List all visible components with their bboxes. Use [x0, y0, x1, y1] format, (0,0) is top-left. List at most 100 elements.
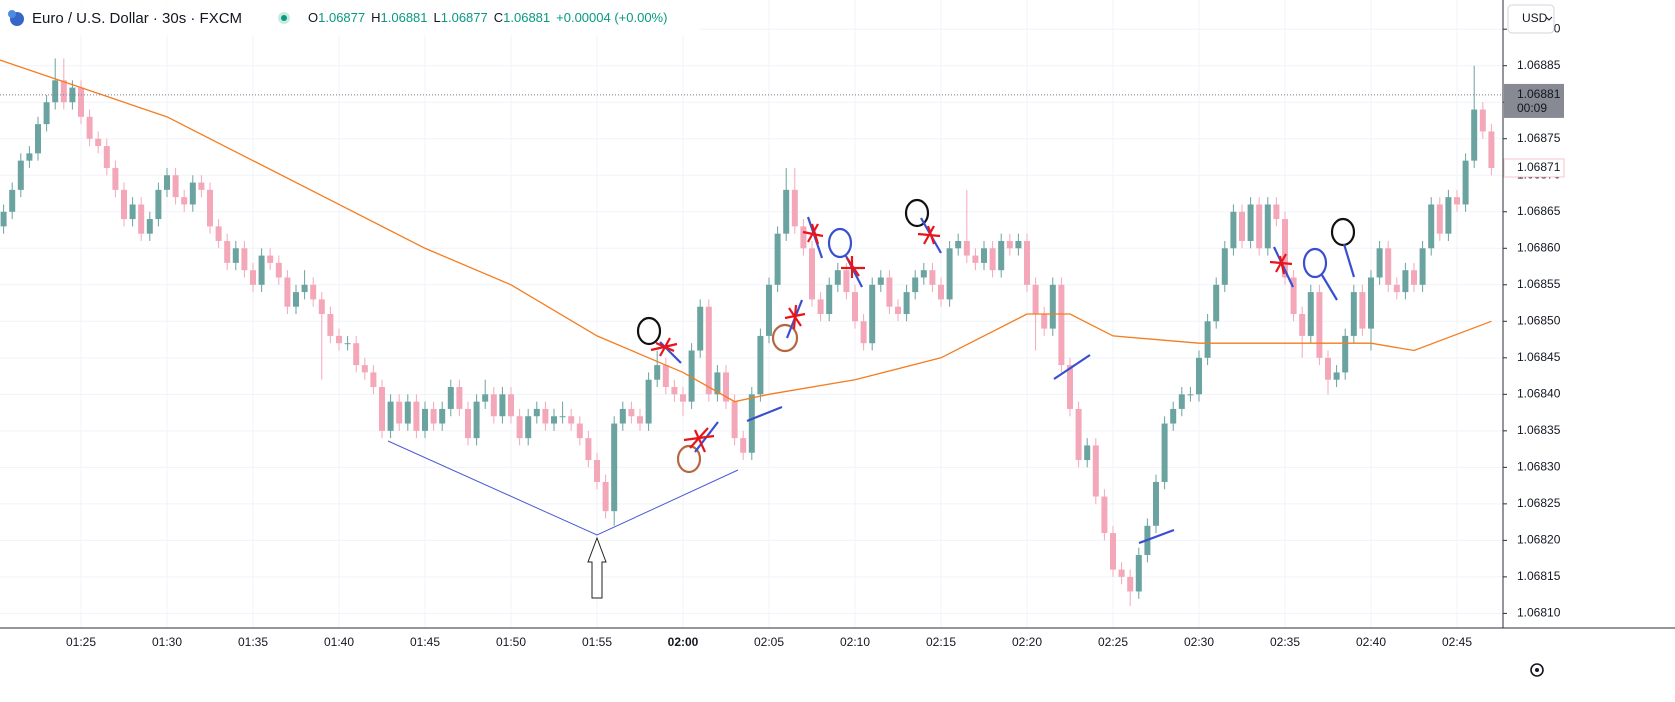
- circle: [676, 444, 702, 474]
- candle-body: [912, 277, 919, 293]
- candle-body: [783, 189, 790, 234]
- candle-body: [138, 204, 145, 234]
- candle-body: [198, 182, 205, 190]
- candle-body: [0, 211, 7, 227]
- candle-body: [594, 460, 600, 482]
- y-tick-label: 1.06840: [1517, 386, 1561, 400]
- x-tick-label: 02:15: [926, 635, 956, 649]
- candle-body: [361, 365, 368, 373]
- x-tick-label: 02:40: [1356, 635, 1386, 649]
- candle-body: [1153, 481, 1159, 526]
- candle-body: [1419, 248, 1426, 285]
- candle-body: [920, 270, 927, 278]
- candle-body: [1428, 204, 1435, 249]
- candle-body: [1178, 394, 1185, 409]
- ohlc-value: 1.06881: [381, 10, 428, 25]
- candle-body: [843, 270, 850, 293]
- candle-body: [327, 314, 334, 336]
- candle-body: [284, 277, 291, 307]
- candle-body: [155, 189, 162, 220]
- candle-body: [181, 197, 188, 205]
- candle-body: [697, 306, 704, 351]
- candle-body: [903, 292, 910, 314]
- candle-body: [869, 284, 876, 344]
- candle-body: [422, 408, 428, 431]
- candle-body: [439, 408, 446, 424]
- candle-body: [1350, 292, 1357, 336]
- candle-body: [482, 394, 489, 402]
- candle-body: [1239, 211, 1245, 241]
- candle-body: [232, 248, 239, 263]
- candle-body: [998, 240, 1005, 271]
- candle-body: [404, 401, 411, 424]
- x-tick-label: 01:25: [66, 635, 96, 649]
- candle-body: [103, 146, 110, 168]
- candle-body: [9, 189, 16, 212]
- candle-body: [1471, 109, 1478, 161]
- candle-body: [645, 379, 652, 424]
- candle-body: [1170, 408, 1177, 424]
- candle-body: [809, 248, 815, 300]
- y-tick-label: 1.06850: [1517, 313, 1561, 327]
- candle-body: [1342, 335, 1349, 373]
- grid: [0, 0, 1503, 628]
- candle-body: [310, 284, 317, 300]
- y-tick-label: 1.06820: [1517, 533, 1561, 547]
- candle-body: [1135, 554, 1142, 592]
- settings-icon[interactable]: [1530, 663, 1544, 677]
- candle-body: [637, 416, 643, 424]
- x-tick-label: 01:30: [152, 635, 182, 649]
- currency-button[interactable]: [1507, 4, 1555, 34]
- candle-body: [748, 394, 755, 453]
- candle-body: [1075, 408, 1082, 461]
- candle-body: [688, 350, 695, 402]
- candle-body: [989, 248, 996, 271]
- candle-body: [121, 189, 127, 220]
- candle-body: [336, 335, 342, 344]
- prev-close-label: 1.06871: [1517, 160, 1561, 174]
- y-tick-label: 1.06815: [1517, 569, 1561, 583]
- candle-body: [525, 416, 532, 439]
- candle-body: [490, 394, 497, 417]
- candle-body: [1024, 240, 1030, 285]
- candle-body: [207, 189, 213, 227]
- candle-body: [1015, 240, 1022, 249]
- candle-body: [1256, 204, 1263, 249]
- candle-body: [757, 335, 764, 395]
- candle-body: [1307, 292, 1314, 336]
- candle-body: [852, 292, 858, 322]
- change: +0.00004 (+0.00%): [556, 10, 667, 25]
- candle-body: [465, 408, 471, 439]
- candle-body: [189, 182, 196, 205]
- candle-body: [963, 240, 970, 256]
- candle-body: [267, 255, 274, 263]
- candle-body: [705, 306, 712, 395]
- candle-body: [1084, 445, 1091, 461]
- candle-body: [60, 80, 67, 103]
- candle-body: [1325, 357, 1331, 380]
- symbol-icon: [8, 10, 24, 26]
- x-tick-label: 01:55: [582, 635, 612, 649]
- candle-body: [551, 416, 557, 424]
- candle-body: [1393, 284, 1400, 293]
- candle-body: [886, 277, 893, 307]
- candle-body: [78, 87, 84, 117]
- candle-body: [1445, 197, 1452, 234]
- x-tick-label: 02:35: [1270, 635, 1300, 649]
- y-tick-label: 1.06825: [1517, 496, 1561, 510]
- candle-body: [834, 270, 841, 285]
- candle-body: [1359, 292, 1366, 329]
- candle-body: [680, 394, 686, 402]
- ohlc-value: 1.06877: [318, 10, 365, 25]
- currency[interactable]: USD: [1522, 11, 1548, 25]
- ohlc-key: C: [494, 10, 503, 25]
- countdown: 00:09: [1517, 101, 1547, 115]
- candle-body: [1479, 109, 1486, 132]
- candle-body: [1049, 284, 1056, 329]
- y-tick-label: 1.06810: [1517, 606, 1561, 620]
- candle-body: [1333, 372, 1340, 380]
- plot: [0, 58, 1503, 607]
- candle-body: [1411, 270, 1417, 285]
- annotations: [387, 198, 1356, 599]
